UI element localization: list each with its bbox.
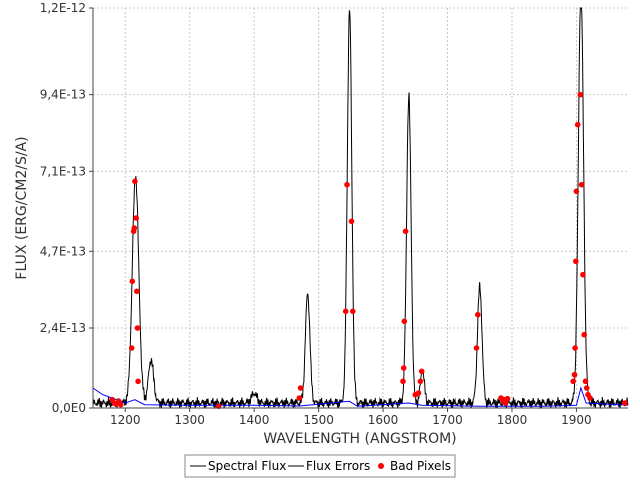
bad-pixel-point bbox=[578, 181, 585, 188]
bad-pixel-point bbox=[400, 378, 406, 385]
bad-pixel-point bbox=[350, 308, 356, 315]
x-tick-label: 1200 bbox=[110, 413, 141, 427]
x-axis-title: WAVELENGTH (ANGSTROM) bbox=[263, 431, 456, 447]
bad-pixel-point bbox=[297, 385, 304, 391]
bad-pixels-series bbox=[109, 91, 628, 410]
bad-pixel-point bbox=[415, 390, 422, 396]
y-tick-label: 4,7E-13 bbox=[40, 244, 86, 258]
bad-pixel-point bbox=[582, 378, 589, 385]
bad-pixel-point bbox=[577, 91, 584, 98]
bad-pixel-point bbox=[133, 215, 139, 221]
spectral-flux-line bbox=[92, 7, 629, 410]
bad-pixel-point bbox=[570, 378, 576, 385]
bad-pixel-point bbox=[135, 378, 141, 385]
bad-pixel-point bbox=[129, 278, 136, 285]
bad-pixel-point bbox=[583, 385, 590, 391]
bad-pixel-point bbox=[132, 178, 138, 185]
legend-bad-swatch bbox=[378, 463, 384, 469]
bad-pixel-point bbox=[402, 228, 409, 235]
y-tick-label: 0,0E0 bbox=[52, 401, 86, 415]
legend-box bbox=[184, 454, 456, 478]
legend-errors-label: Flux Errors bbox=[306, 459, 370, 473]
y-axis-title: FLUX (ERG/CM2/S/A) bbox=[14, 136, 30, 279]
bad-pixel-point bbox=[400, 365, 407, 371]
bad-pixel-point bbox=[344, 181, 350, 188]
bad-pixel-point bbox=[348, 218, 355, 225]
bad-pixel-point bbox=[580, 271, 586, 278]
bad-pixel-point bbox=[573, 258, 579, 265]
bad-pixel-point bbox=[401, 318, 408, 325]
x-tick-label: 1900 bbox=[561, 413, 592, 427]
y-tick-label: 7,1E-13 bbox=[40, 164, 86, 178]
bad-pixel-point bbox=[134, 288, 140, 295]
bad-pixel-point bbox=[117, 401, 124, 408]
y-tick-label: 9,4E-13 bbox=[40, 88, 86, 102]
y-tick-label: 2,4E-13 bbox=[40, 321, 86, 335]
bad-pixel-point bbox=[572, 345, 578, 351]
bad-pixel-point bbox=[128, 345, 135, 351]
bad-pixel-point bbox=[473, 345, 480, 351]
plot-area bbox=[93, 8, 628, 408]
bad-pixel-point bbox=[417, 378, 424, 385]
bad-pixel-point bbox=[502, 400, 509, 406]
bad-pixel-point bbox=[622, 400, 628, 406]
bad-pixel-point bbox=[342, 308, 349, 315]
bad-pixel-point bbox=[573, 188, 580, 195]
legend: Spectral Flux Flux Errors Bad Pixels bbox=[184, 454, 456, 478]
flux-errors-line bbox=[92, 386, 629, 407]
y-ticks: 0,0E0 2,4E-13 4,7E-13 7,1E-13 9,4E-13 1,2E-12 bbox=[40, 1, 93, 415]
bad-pixel-point bbox=[296, 395, 303, 401]
x-tick-label: 1600 bbox=[368, 413, 399, 427]
x-ticks: 1200 1300 1400 1500 1600 1700 1800 1900 bbox=[110, 408, 592, 427]
bad-pixel-point bbox=[587, 395, 593, 401]
bad-pixel-point bbox=[574, 121, 581, 128]
axes bbox=[92, 8, 628, 409]
bad-pixel-point bbox=[418, 368, 425, 375]
legend-bad-label: Bad Pixels bbox=[390, 459, 451, 473]
bad-pixel-point bbox=[131, 225, 138, 231]
legend-flux-label: Spectral Flux bbox=[208, 459, 286, 473]
bad-pixel-point bbox=[581, 331, 587, 338]
x-tick-label: 1300 bbox=[174, 413, 205, 427]
spectral-flux-series bbox=[92, 7, 629, 410]
y-tick-label: 1,2E-12 bbox=[40, 1, 86, 15]
x-tick-label: 1800 bbox=[497, 413, 528, 427]
bad-pixel-point bbox=[475, 311, 481, 318]
x-tick-label: 1500 bbox=[303, 413, 334, 427]
bad-pixel-point bbox=[134, 325, 141, 331]
x-tick-label: 1400 bbox=[239, 413, 270, 427]
x-tick-label: 1700 bbox=[432, 413, 463, 427]
bad-pixel-point bbox=[504, 395, 511, 402]
bad-pixel-point bbox=[571, 371, 578, 378]
flux-errors-series bbox=[92, 386, 629, 407]
